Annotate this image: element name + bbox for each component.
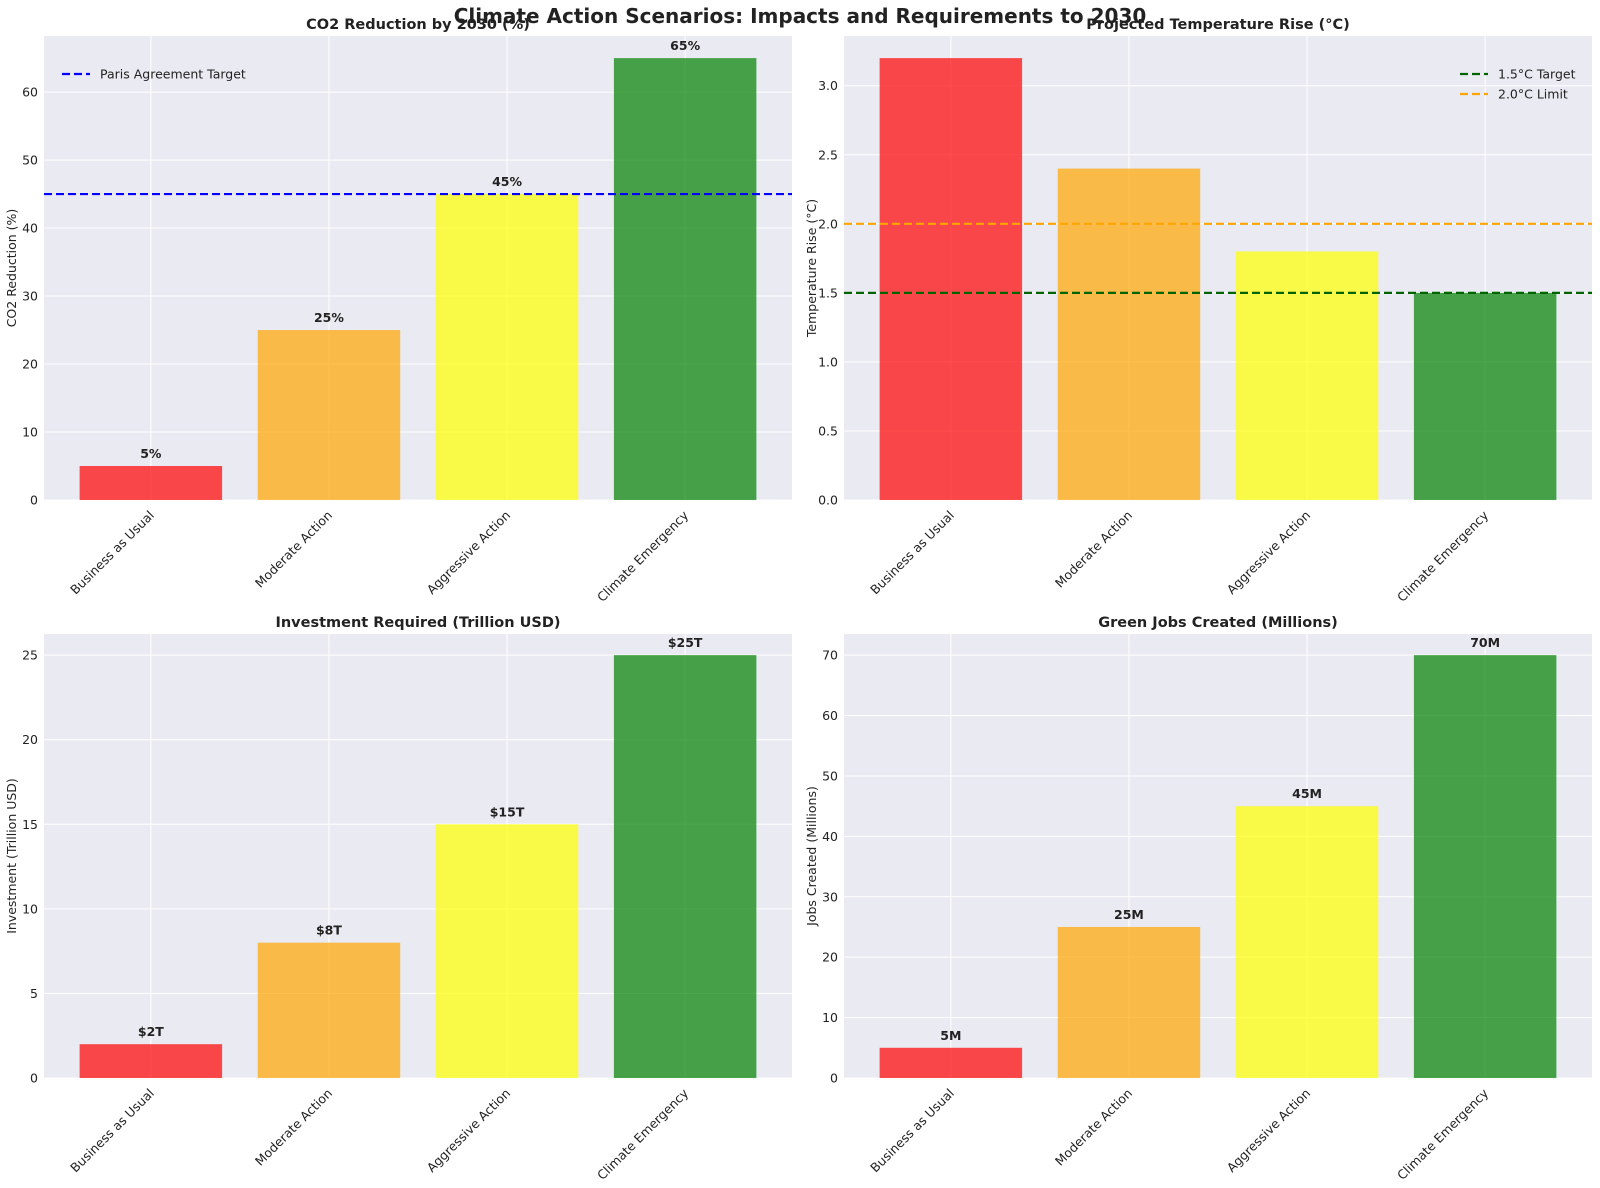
co2-x-tick-label: Climate Emergency (594, 507, 692, 605)
co2-y-axis-label: CO2 Reduction (%) (4, 209, 19, 328)
investment-value-label: $15T (490, 804, 525, 819)
jobs-x-tick-label: Climate Emergency (1394, 1085, 1492, 1183)
co2-bar-business-as-usual (79, 466, 223, 500)
investment-x-tick-label: Business as Usual (67, 1086, 157, 1176)
investment-bar-climate-emergency (613, 655, 757, 1078)
co2-chart-title: CO2 Reduction by 2030 (%) (306, 17, 530, 33)
temperature-y-axis-label: Temperature Rise (°C) (804, 199, 819, 338)
figure-title: Climate Action Scenarios: Impacts and Re… (453, 4, 1147, 28)
co2-y-tick-label: 50 (22, 153, 38, 168)
co2-y-tick-label: 0 (30, 493, 38, 508)
jobs-x-tick-label: Aggressive Action (1224, 1086, 1314, 1176)
investment-bar-aggressive-action (435, 824, 579, 1078)
co2-value-label: 65% (670, 38, 700, 53)
jobs-value-label: 70M (1470, 635, 1500, 650)
temperature-y-tick-label: 2.5 (818, 147, 838, 162)
co2-y-tick-label: 60 (22, 85, 38, 100)
jobs-y-tick-label: 50 (822, 768, 838, 783)
temperature-chart-panel: 0.0 0.5 1.0 1.5 2.0 2.5 3.0 Business as Usual Mo… (804, 17, 1592, 605)
temperature-legend-label: 2.0°C Limit (1498, 87, 1568, 102)
co2-bar-climate-emergency (613, 58, 757, 500)
temperature-bar-climate-emergency (1413, 292, 1557, 500)
investment-y-axis-label: Investment (Trillion USD) (4, 778, 19, 934)
temperature-chart-title: Projected Temperature Rise (°C) (1086, 17, 1349, 33)
co2-x-tick-label: Moderate Action (252, 508, 335, 591)
jobs-chart-title: Green Jobs Created (Millions) (1098, 615, 1338, 631)
jobs-chart-panel: 0 10 20 30 40 50 60 70 5M 25M 45M 70M Business as Us… (804, 615, 1592, 1183)
co2-value-label: 5% (140, 446, 162, 461)
investment-value-label: $2T (138, 1024, 164, 1039)
temperature-legend-label: 1.5°C Target (1498, 67, 1576, 82)
co2-value-label: 25% (314, 310, 344, 325)
jobs-bar-aggressive-action (1235, 806, 1379, 1078)
temperature-bar-aggressive-action (1235, 251, 1379, 500)
temperature-y-tick-label: 0.5 (818, 423, 838, 438)
co2-bar-aggressive-action (435, 194, 579, 501)
jobs-value-label: 25M (1114, 907, 1144, 922)
jobs-y-axis-label: Jobs Created (Millions) (804, 786, 819, 927)
jobs-y-tick-label: 20 (822, 950, 838, 965)
temperature-y-tick-label: 1.5 (818, 285, 838, 300)
jobs-y-tick-label: 40 (822, 829, 838, 844)
co2-value-label: 45% (492, 174, 522, 189)
co2-legend-label: Paris Agreement Target (100, 67, 246, 82)
temperature-x-tick-label: Aggressive Action (1224, 508, 1314, 598)
investment-y-tick-label: 25 (22, 648, 38, 663)
co2-y-tick-label: 20 (22, 357, 38, 372)
co2-y-tick-label: 40 (22, 221, 38, 236)
temperature-x-tick-label: Business as Usual (867, 508, 957, 598)
investment-bar-business-as-usual (79, 1044, 223, 1078)
investment-value-label: $25T (668, 635, 703, 650)
jobs-bar-moderate-action (1057, 926, 1201, 1078)
jobs-y-tick-label: 30 (822, 889, 838, 904)
jobs-value-label: 45M (1292, 786, 1322, 801)
investment-value-label: $8T (316, 923, 342, 938)
investment-bar-moderate-action (257, 942, 401, 1078)
temperature-bar-moderate-action (1057, 168, 1201, 501)
temperature-x-tick-label: Climate Emergency (1394, 507, 1492, 605)
co2-x-tick-label: Aggressive Action (424, 508, 514, 598)
jobs-y-tick-label: 0 (830, 1071, 838, 1086)
co2-bar-moderate-action (257, 330, 401, 500)
co2-y-tick-label: 30 (22, 289, 38, 304)
temperature-y-tick-label: 1.0 (818, 354, 838, 369)
jobs-y-tick-label: 70 (822, 648, 838, 663)
jobs-x-tick-label: Business as Usual (867, 1086, 957, 1176)
temperature-y-tick-label: 0.0 (818, 493, 838, 508)
investment-y-tick-label: 15 (22, 817, 38, 832)
co2-x-tick-label: Business as Usual (67, 508, 157, 598)
jobs-y-tick-label: 10 (822, 1010, 838, 1025)
investment-x-tick-label: Moderate Action (252, 1086, 335, 1169)
jobs-bar-climate-emergency (1413, 655, 1557, 1078)
investment-y-tick-label: 20 (22, 732, 38, 747)
temperature-bar-business-as-usual (879, 58, 1023, 500)
co2-y-tick-label: 10 (22, 425, 38, 440)
investment-chart-title: Investment Required (Trillion USD) (275, 615, 560, 631)
jobs-bar-business-as-usual (879, 1047, 1023, 1078)
investment-x-tick-label: Climate Emergency (594, 1085, 692, 1183)
co2-chart-panel: 0 10 20 30 40 50 60 5% 25% 45% 65% Business as Usua… (4, 17, 792, 605)
jobs-value-label: 5M (940, 1028, 961, 1043)
temperature-y-tick-label: 3.0 (818, 78, 838, 93)
investment-y-tick-label: 0 (30, 1071, 38, 1086)
jobs-y-tick-label: 60 (822, 708, 838, 723)
temperature-y-tick-label: 2.0 (818, 216, 838, 231)
temperature-x-tick-label: Moderate Action (1052, 508, 1135, 591)
investment-chart-panel: 0 5 10 15 20 25 $2T $8T $15T $25T Business as Usua… (4, 615, 792, 1183)
investment-x-tick-label: Aggressive Action (424, 1086, 514, 1176)
investment-y-tick-label: 10 (22, 901, 38, 916)
jobs-x-tick-label: Moderate Action (1052, 1086, 1135, 1169)
investment-y-tick-label: 5 (30, 986, 38, 1001)
